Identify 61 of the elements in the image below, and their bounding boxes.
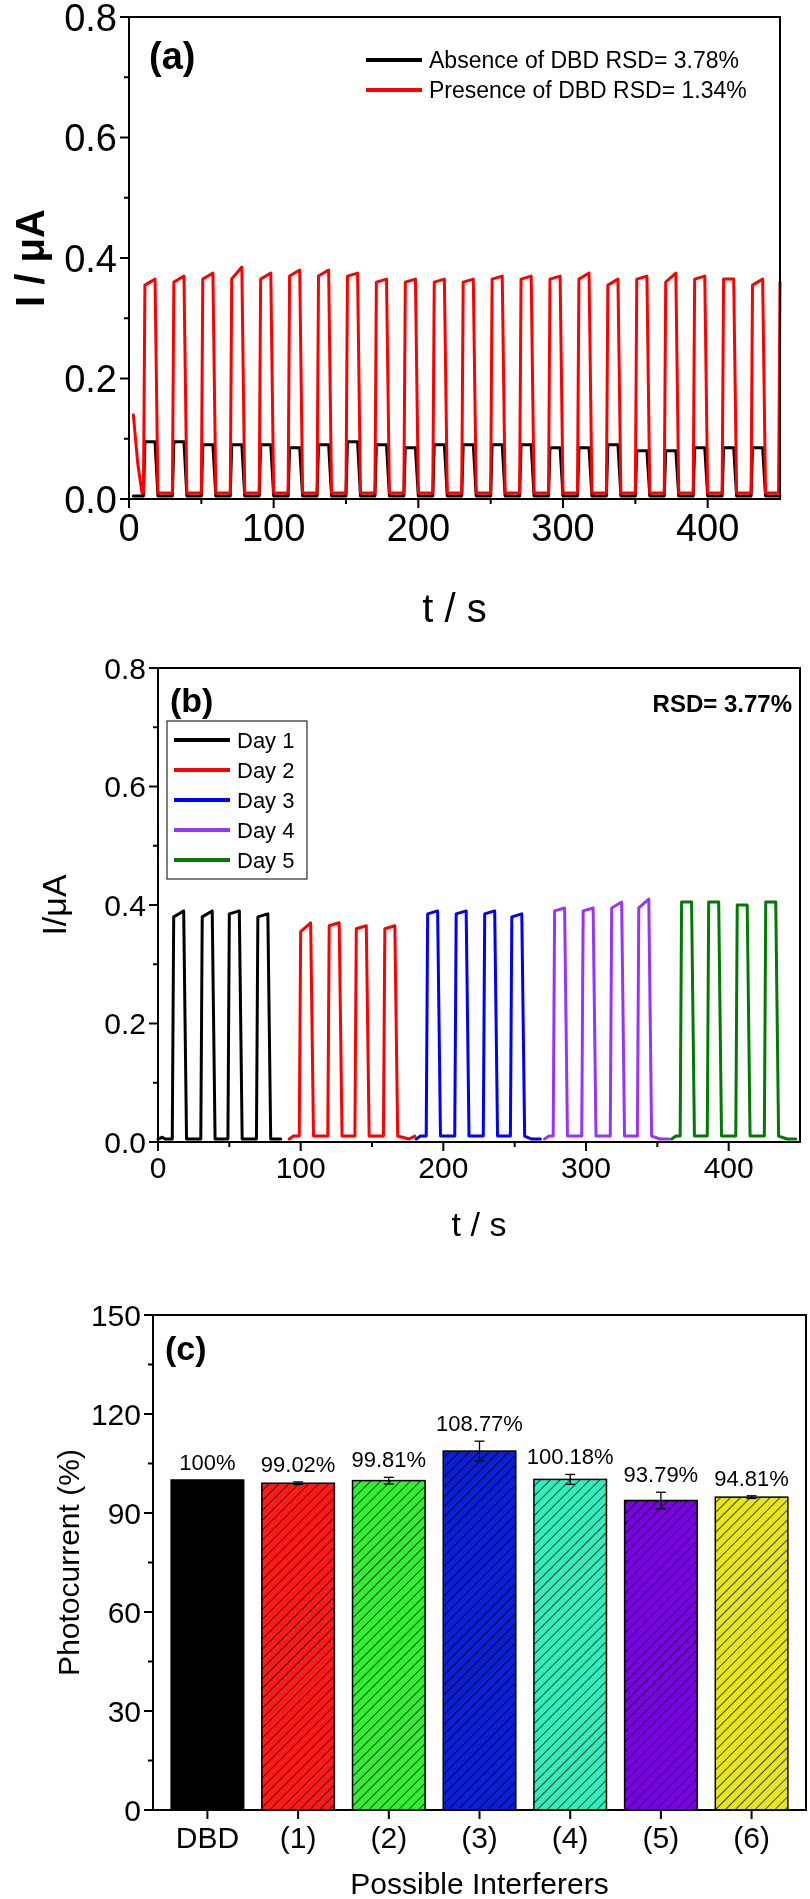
y-tick-label: 120 <box>90 1397 141 1431</box>
x-tick-label: (3) <box>461 1821 498 1854</box>
line-series <box>131 265 782 495</box>
data-label: 108.77% <box>436 1411 523 1437</box>
y-tick-label: 150 <box>90 1298 141 1332</box>
y-tick-label: 0.0 <box>64 478 117 521</box>
y-tick-label: 0.6 <box>64 117 117 160</box>
x-tick-label: 400 <box>675 507 740 550</box>
legend-label: Day 1 <box>237 727 295 753</box>
y-tick-label: 0.8 <box>104 651 146 685</box>
annotation: (c) <box>165 1329 207 1367</box>
legend-label: Absence of DBD RSD= 3.78% <box>429 47 740 74</box>
line-series <box>287 921 417 1141</box>
y-axis-title: I/μA <box>35 874 74 936</box>
y-tick-label: 0.4 <box>104 888 146 922</box>
legend-label: Presence of DBD RSD= 1.34% <box>429 77 747 104</box>
x-tick-label: (4) <box>551 1821 589 1854</box>
data-label: 100.18% <box>526 1444 614 1470</box>
line-series <box>414 909 542 1141</box>
legend-label: Day 3 <box>237 787 295 813</box>
y-tick-label: 60 <box>107 1595 141 1629</box>
x-axis-title: t / s <box>451 1205 507 1243</box>
x-tick-label: 200 <box>418 1151 469 1184</box>
x-tick-label: 0 <box>149 1151 167 1184</box>
x-tick-label: 100 <box>275 1151 326 1184</box>
line-series <box>670 900 798 1141</box>
y-tick-label: 0.2 <box>104 1007 146 1041</box>
x-tick-label: (6) <box>733 1821 770 1854</box>
x-tick-label: (2) <box>370 1821 408 1854</box>
data-label: 99.02% <box>260 1451 336 1477</box>
annotation: (a) <box>149 35 196 77</box>
x-tick-label: (1) <box>279 1821 317 1854</box>
x-axis-title: t / s <box>422 586 487 630</box>
annotation: (b) <box>170 681 214 719</box>
x-tick-label: DBD <box>175 1821 240 1854</box>
data-label: 99.81% <box>351 1447 427 1473</box>
x-tick-label: (5) <box>642 1821 680 1854</box>
y-tick-label: 0 <box>124 1793 141 1827</box>
y-tick-label: 0.2 <box>64 358 117 401</box>
y-axis-title: I / μA <box>8 209 53 307</box>
legend-label: Day 4 <box>237 817 295 843</box>
x-tick-label: 300 <box>560 1151 612 1184</box>
x-tick-label: 100 <box>241 507 306 550</box>
y-tick-label: 0.0 <box>104 1125 146 1159</box>
y-tick-label: 0.8 <box>64 0 117 39</box>
legend-label: Day 2 <box>237 757 295 783</box>
y-axis-title: Photocurrent (%) <box>51 1449 85 1676</box>
annotation: RSD= 3.77% <box>652 690 792 717</box>
y-tick-label: 0.4 <box>64 237 117 280</box>
data-label: 100% <box>179 1450 236 1475</box>
data-label: 93.79% <box>623 1462 699 1488</box>
data-label: 94.81% <box>714 1465 789 1491</box>
y-tick-label: 0.6 <box>104 770 146 804</box>
legend-label: Day 5 <box>237 847 295 873</box>
x-tick-label: 400 <box>703 1151 754 1184</box>
x-tick-label: 200 <box>386 507 451 550</box>
x-tick-label: 300 <box>531 507 595 550</box>
y-tick-label: 90 <box>107 1496 141 1530</box>
y-tick-label: 30 <box>107 1694 141 1728</box>
x-axis-title: Possible Interferers <box>350 1867 609 1899</box>
line-series <box>543 897 671 1141</box>
